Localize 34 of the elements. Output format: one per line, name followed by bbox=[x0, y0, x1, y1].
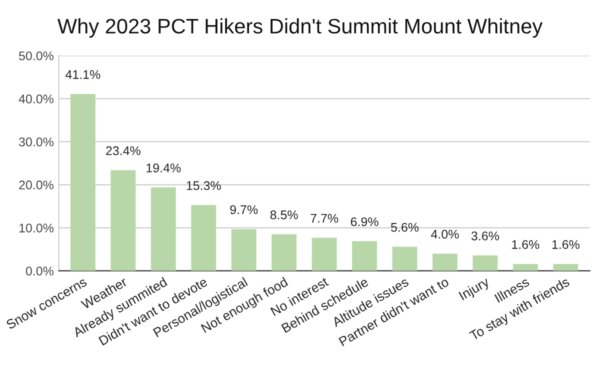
data-label: 19.4% bbox=[146, 164, 181, 172]
bar bbox=[272, 234, 297, 271]
bar bbox=[231, 229, 256, 271]
bar bbox=[110, 170, 136, 271]
data-label: 7.7% bbox=[310, 214, 338, 223]
data-label: 1.6% bbox=[512, 240, 540, 249]
bar bbox=[191, 204, 216, 271]
y-tick-label: 10.0% bbox=[19, 224, 54, 232]
y-tick-label: 30.0% bbox=[18, 138, 54, 146]
data-label: 8.5% bbox=[270, 210, 298, 220]
bar bbox=[70, 94, 96, 271]
x-tick-label: Injury bbox=[458, 276, 492, 303]
data-label: 3.6% bbox=[471, 232, 500, 240]
chart-title: Why 2023 PCT Hikers Didn't Summit Mount Whitney bbox=[57, 18, 543, 38]
data-label: 41.1% bbox=[66, 70, 100, 79]
data-label: 6.9% bbox=[350, 217, 378, 226]
bar bbox=[553, 264, 578, 271]
bar bbox=[472, 255, 498, 271]
bar bbox=[392, 246, 418, 271]
bar bbox=[312, 238, 337, 271]
bar bbox=[432, 254, 458, 271]
y-tick-label: 0.0% bbox=[26, 266, 54, 276]
data-label: 15.3% bbox=[186, 181, 221, 190]
y-tick-label: 20.0% bbox=[19, 180, 54, 190]
bar bbox=[352, 241, 377, 271]
data-label: 1.6% bbox=[552, 240, 580, 249]
y-tick-label: 50.0% bbox=[18, 51, 54, 60]
y-tick-label: 40.0% bbox=[18, 94, 54, 104]
data-label: 9.7% bbox=[230, 205, 258, 214]
data-label: 23.4% bbox=[106, 146, 140, 156]
bar bbox=[512, 264, 538, 271]
data-label: 5.6% bbox=[391, 222, 419, 232]
data-label: 4.0% bbox=[431, 230, 459, 239]
bar bbox=[150, 187, 176, 271]
